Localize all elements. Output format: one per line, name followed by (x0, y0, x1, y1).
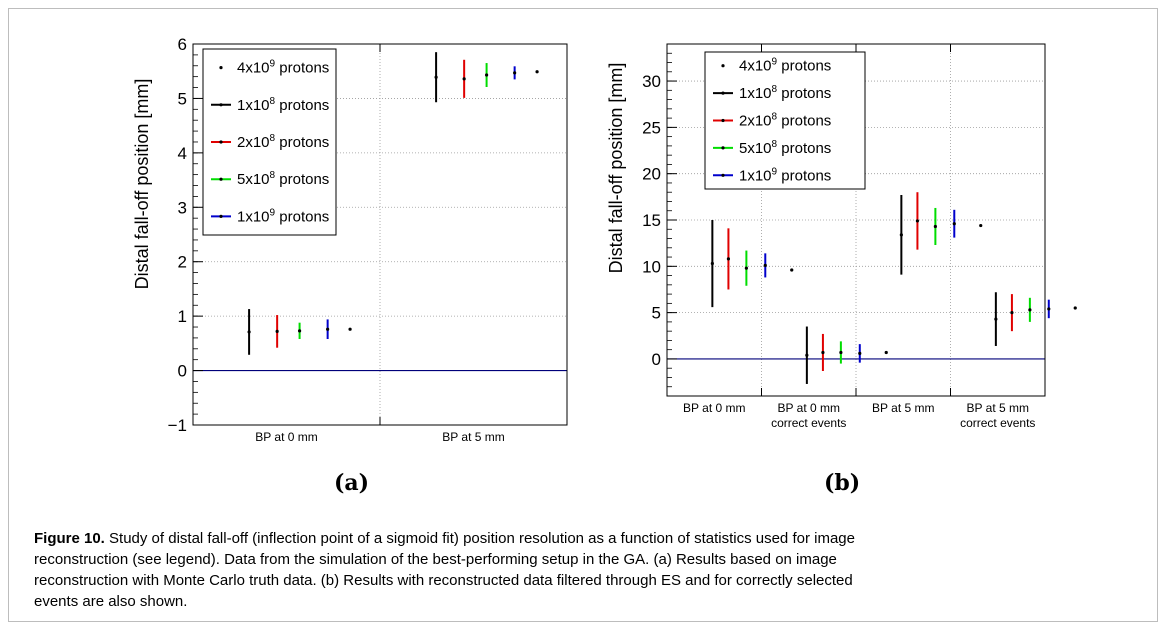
data-point-b (1028, 308, 1032, 312)
data-point-b (1047, 307, 1051, 311)
data-point-b (1073, 306, 1077, 310)
data-point-a (434, 75, 438, 79)
y-tick-label-a: 6 (178, 35, 187, 54)
data-point-b (979, 223, 983, 228)
data-point-b (744, 266, 748, 270)
figure-caption: Figure 10. Study of distal fall-off (inf… (34, 528, 1134, 612)
legend-entry-b: 4x109 protons (739, 57, 831, 75)
legend-box-b (704, 51, 866, 190)
data-point-b (994, 317, 998, 321)
legend-entry-a: 4x109 protons (237, 59, 329, 77)
legend-entry-b: 1x109 protons (739, 166, 831, 184)
data-point-b (933, 224, 937, 229)
legend-entry-b: 5x108 protons (739, 139, 831, 157)
caption-prefix: Figure 10. (34, 530, 105, 547)
data-point-b (790, 268, 794, 272)
legend-marker-a (219, 103, 223, 107)
x-category-label-b: BP at 0 mm (683, 401, 745, 415)
data-point-b (763, 263, 767, 267)
x-category-label-b: BP at 5 mm (872, 401, 934, 415)
y-tick-label-b: 15 (642, 211, 661, 230)
legend-marker-a (219, 214, 223, 218)
y-tick-label-a: 0 (178, 362, 187, 381)
data-point-a (348, 327, 352, 331)
data-point-b (952, 222, 956, 226)
legend-entry-a: 5x108 protons (237, 170, 329, 188)
y-tick-label-a: 2 (178, 253, 187, 272)
legend-marker-a (219, 66, 223, 70)
x-category-label-a: BP at 5 mm (442, 430, 504, 444)
data-point-a (297, 329, 302, 333)
y-tick-label-a: 4 (178, 144, 187, 163)
data-point-b (821, 350, 825, 355)
legend-marker-b (721, 118, 725, 123)
legend-entry-b: 1x108 protons (739, 84, 831, 102)
x-category-label-b: correct events (771, 416, 846, 430)
figure-frame (8, 8, 1158, 622)
y-tick-label-b: 30 (642, 72, 661, 91)
data-point-b (858, 351, 862, 355)
data-point-b (884, 350, 888, 355)
legend-marker-b (721, 91, 725, 95)
y-tick-label-b: 5 (652, 304, 661, 323)
data-point-b (915, 219, 920, 223)
caption-line-4: events are also shown. (34, 593, 188, 610)
data-point-a (535, 70, 539, 74)
caption-line-2: reconstruction (see legend). Data from t… (34, 551, 837, 568)
legend-entry-a: 1x109 protons (237, 207, 329, 225)
legend-entry-a: 2x108 protons (237, 133, 329, 151)
legend-marker-b (721, 146, 725, 150)
y-tick-label-a: 1 (178, 307, 187, 326)
data-point-b (1010, 311, 1014, 315)
data-point-b (726, 257, 731, 261)
legend-entry-a: 1x108 protons (237, 96, 329, 114)
x-category-label-b: BP at 0 mm (778, 401, 840, 415)
data-point-a (513, 71, 517, 75)
y-tick-label-a: 3 (178, 198, 187, 217)
y-tick-label-a: −1 (168, 416, 187, 435)
data-point-b (710, 261, 714, 266)
x-category-label-a: BP at 0 mm (255, 430, 317, 444)
y-axis-label-a: Distal fall-off position [mm] (132, 79, 152, 290)
y-tick-label-b: 25 (642, 118, 661, 137)
caption-line-3: reconstruction with Monte Carlo truth da… (34, 572, 853, 589)
y-tick-label-a: 5 (178, 89, 187, 108)
caption-line-1: Study of distal fall-off (inflection poi… (109, 530, 855, 547)
data-point-b (899, 233, 903, 237)
data-point-a (326, 327, 330, 331)
data-point-a (247, 330, 251, 334)
y-tick-label-b: 0 (652, 350, 661, 369)
legend-entry-b: 2x108 protons (739, 112, 831, 130)
legend-marker-b (721, 173, 725, 177)
legend-marker-b (721, 64, 725, 68)
data-point-b (805, 353, 809, 357)
data-point-a (275, 329, 279, 333)
y-axis-label-b: Distal fall-off position [mm] (606, 63, 626, 274)
data-point-a (462, 77, 466, 81)
data-point-a (484, 73, 489, 77)
data-point-b (839, 350, 843, 355)
legend-marker-a (219, 177, 223, 181)
panel-label-b: (b) (824, 470, 861, 496)
y-tick-label-b: 20 (642, 165, 661, 184)
y-tick-label-b: 10 (642, 257, 661, 276)
legend-marker-a (219, 140, 223, 144)
x-category-label-b: correct events (960, 416, 1035, 430)
panel-label-a: (a) (334, 470, 370, 496)
x-category-label-b: BP at 5 mm (967, 401, 1029, 415)
